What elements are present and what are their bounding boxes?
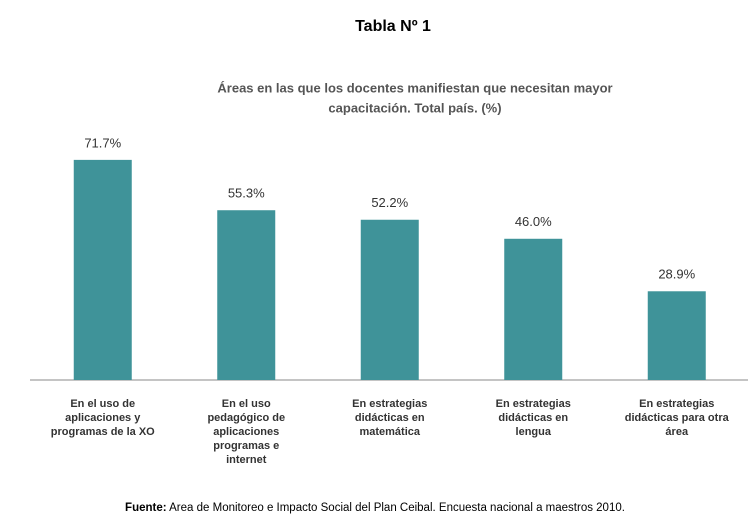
x-tick-label: didácticas para otra [625, 412, 730, 424]
bar [217, 210, 276, 380]
bar [73, 159, 132, 380]
x-tick-label: internet [226, 454, 267, 466]
value-label: 28.9% [658, 267, 695, 282]
chart-title: capacitación. Total país. (%) [328, 100, 501, 115]
x-tick-label: En estrategias [639, 398, 714, 410]
x-tick-label: En estrategias [496, 398, 571, 410]
x-tick-label: En el uso [222, 398, 271, 410]
source-label: Fuente: [125, 502, 167, 514]
x-tick-label: En estrategias [352, 398, 427, 410]
x-tick-label: programas de la XO [51, 426, 155, 438]
bar [647, 291, 706, 380]
x-tick-label: lengua [516, 426, 552, 438]
x-tick-label: área [665, 426, 689, 438]
source: Fuente: Area de Monitoreo e Impacto Soci… [125, 502, 625, 514]
source-text: Area de Monitoreo e Impacto Social del P… [169, 502, 625, 514]
value-label: 55.3% [228, 186, 265, 201]
x-tick-label: matemática [359, 426, 420, 438]
value-label: 71.7% [84, 135, 121, 150]
x-tick-label: En el uso de [70, 398, 135, 410]
chart-title: Áreas en las que los docentes manifiesta… [217, 80, 612, 95]
value-label: 52.2% [371, 195, 408, 210]
x-tick-label: didácticas en [498, 412, 568, 424]
x-tick-label: aplicaciones [213, 426, 279, 438]
bar [360, 219, 419, 380]
x-tick-label: aplicaciones y [65, 412, 141, 424]
x-tick-label: didácticas en [355, 412, 425, 424]
bar [504, 238, 563, 380]
x-tick-label: programas e [213, 440, 279, 452]
heading: Tabla Nº 1 [355, 18, 431, 35]
x-tick-label: pedagógico de [207, 412, 285, 424]
value-label: 46.0% [515, 214, 552, 229]
